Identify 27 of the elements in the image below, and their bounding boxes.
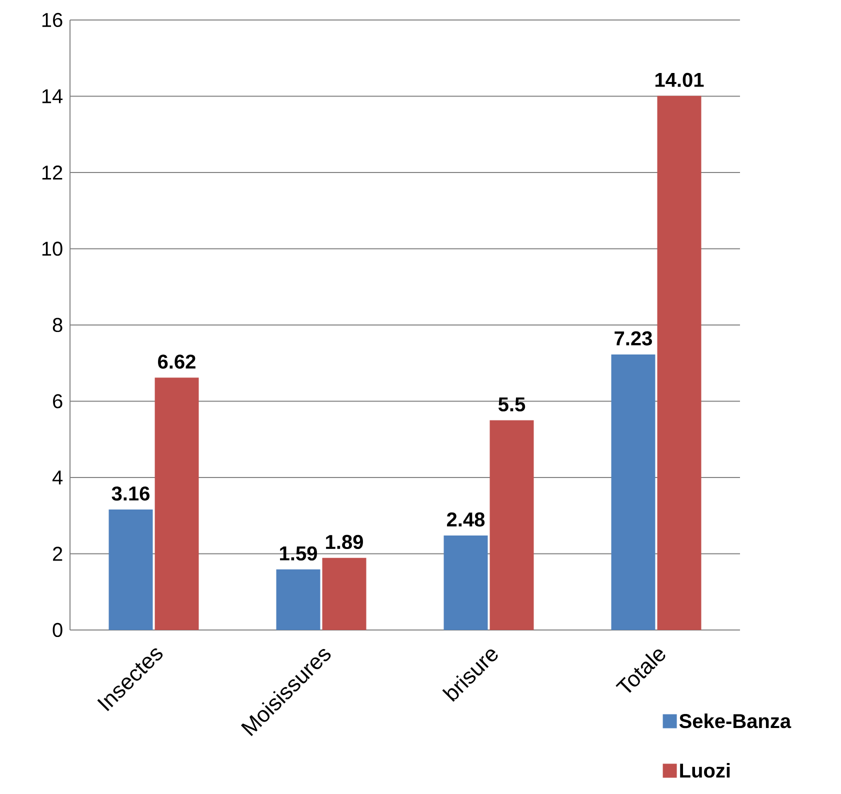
y-tick-label: 10	[42, 242, 62, 256]
bar	[657, 96, 702, 630]
data-label: 7.23	[614, 331, 652, 346]
bar	[276, 569, 320, 630]
y-tick-label: 0	[52, 622, 62, 638]
y-tick-label: 12	[42, 166, 62, 180]
data-label: 6.62	[158, 354, 196, 369]
y-tick-label: 2	[53, 546, 62, 561]
y-tick-label: 4	[52, 470, 63, 484]
data-label: 3.16	[112, 486, 150, 501]
data-label: 5.5	[498, 397, 526, 412]
data-label: 1.59	[280, 546, 317, 560]
data-label: 14.01	[655, 72, 704, 87]
bar	[154, 378, 199, 630]
legend-label: Luozi	[680, 762, 730, 778]
legend-label: Seke-Banza	[679, 713, 792, 728]
bar	[490, 420, 534, 630]
bar	[108, 510, 153, 630]
bar	[322, 558, 366, 630]
data-label: 2.48	[446, 512, 485, 527]
bar	[444, 535, 488, 630]
y-tick-label: 16	[42, 12, 62, 28]
bar	[611, 354, 656, 630]
data-label: 1.89	[326, 534, 363, 550]
y-tick-label: 8	[52, 318, 62, 332]
y-tick-label: 14	[42, 89, 63, 104]
y-tick-label: 6	[53, 394, 62, 408]
